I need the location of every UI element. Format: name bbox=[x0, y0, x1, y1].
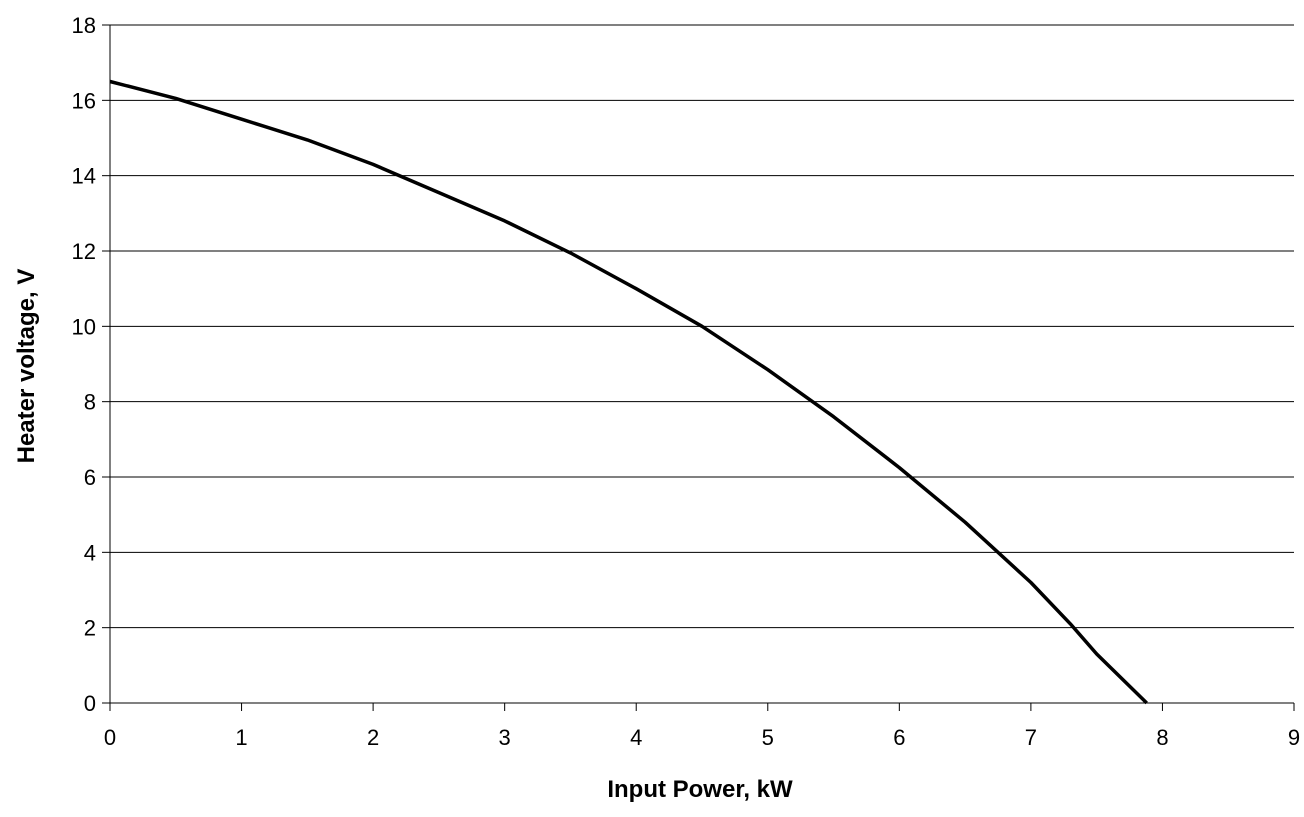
x-tick-label-7: 7 bbox=[1025, 725, 1037, 750]
y-tick-label-18: 18 bbox=[72, 13, 96, 38]
x-tick-label-1: 1 bbox=[235, 725, 247, 750]
x-axis-title: Input Power, kW bbox=[607, 776, 793, 803]
y-tick-label-6: 6 bbox=[84, 465, 96, 490]
y-tick-label-0: 0 bbox=[84, 691, 96, 716]
axes bbox=[102, 24, 1295, 711]
y-tick-label-14: 14 bbox=[72, 164, 96, 189]
y-tick-label-4: 4 bbox=[84, 540, 96, 565]
series-line-0 bbox=[109, 79, 1148, 705]
x-tick-label-9: 9 bbox=[1288, 725, 1300, 750]
x-tick-label-3: 3 bbox=[499, 725, 511, 750]
x-tick-label-8: 8 bbox=[1156, 725, 1168, 750]
x-tick-label-5: 5 bbox=[762, 725, 774, 750]
y-tick-label-2: 2 bbox=[84, 616, 96, 641]
y-axis-title: Heater voltage, V bbox=[13, 269, 40, 464]
y-tick-label-8: 8 bbox=[84, 390, 96, 415]
x-tick-label-0: 0 bbox=[104, 725, 116, 750]
series bbox=[109, 79, 1148, 705]
x-tick-label-2: 2 bbox=[367, 725, 379, 750]
y-tick-label-10: 10 bbox=[72, 314, 96, 339]
y-tick-label-12: 12 bbox=[72, 239, 96, 264]
x-tick-label-6: 6 bbox=[893, 725, 905, 750]
y-tick-label-16: 16 bbox=[72, 88, 96, 113]
x-tick-label-4: 4 bbox=[630, 725, 642, 750]
